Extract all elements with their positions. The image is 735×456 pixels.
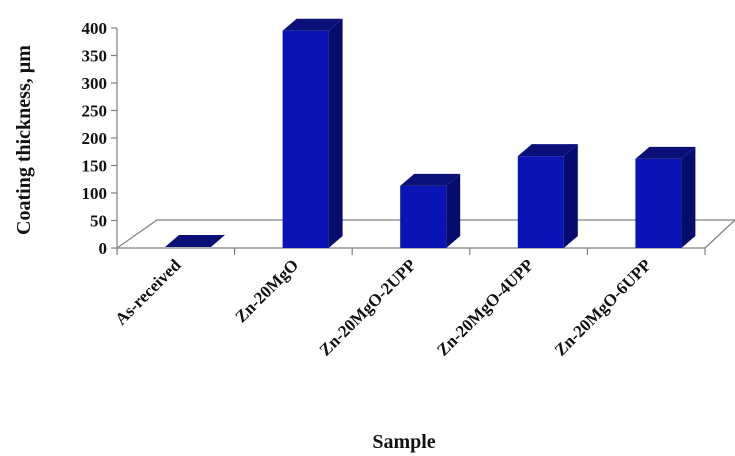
y-tick-label: 400 bbox=[82, 19, 108, 38]
bar-front bbox=[518, 156, 564, 248]
y-tick-label: 350 bbox=[82, 47, 108, 66]
x-category-label: Zn-20MgO-4UPP bbox=[433, 255, 537, 359]
bar bbox=[165, 235, 225, 247]
x-axis-title: Sample bbox=[372, 431, 435, 453]
y-tick-label: 0 bbox=[99, 239, 108, 258]
y-tick-label: 50 bbox=[90, 212, 107, 231]
bar-top bbox=[165, 235, 225, 247]
bar bbox=[400, 174, 460, 248]
bar-front bbox=[283, 31, 329, 248]
bar-side bbox=[329, 19, 343, 248]
x-category-label: Zn-20MgO-2UPP bbox=[316, 255, 420, 359]
x-category-label: Zn-20MgO bbox=[231, 255, 302, 326]
bar-side bbox=[564, 144, 578, 248]
chart-bars bbox=[165, 19, 695, 248]
y-tick-label: 200 bbox=[82, 129, 108, 148]
bar-front bbox=[635, 159, 681, 248]
x-category-label: As-received bbox=[111, 255, 185, 329]
bar bbox=[283, 19, 343, 248]
y-axis-title: Coating thickness, µm bbox=[13, 45, 35, 235]
y-tick-label: 100 bbox=[82, 184, 108, 203]
bar-front bbox=[400, 186, 446, 248]
bar-side bbox=[681, 147, 695, 248]
y-tick-label: 150 bbox=[82, 157, 108, 176]
floor-right-edge bbox=[705, 220, 735, 248]
x-category-label: Zn-20MgO-6UPP bbox=[551, 255, 655, 359]
bar bbox=[518, 144, 578, 248]
y-tick-labels: 0 50 100 150 200 250 300 350 400 bbox=[82, 19, 108, 258]
y-tick-label: 250 bbox=[82, 102, 108, 121]
y-tick-label: 300 bbox=[82, 74, 108, 93]
bar bbox=[635, 147, 695, 248]
x-category-labels: As-received Zn-20MgO Zn-20MgO-2UPP Zn-20MgO… bbox=[111, 255, 655, 360]
bar-side bbox=[446, 174, 460, 248]
